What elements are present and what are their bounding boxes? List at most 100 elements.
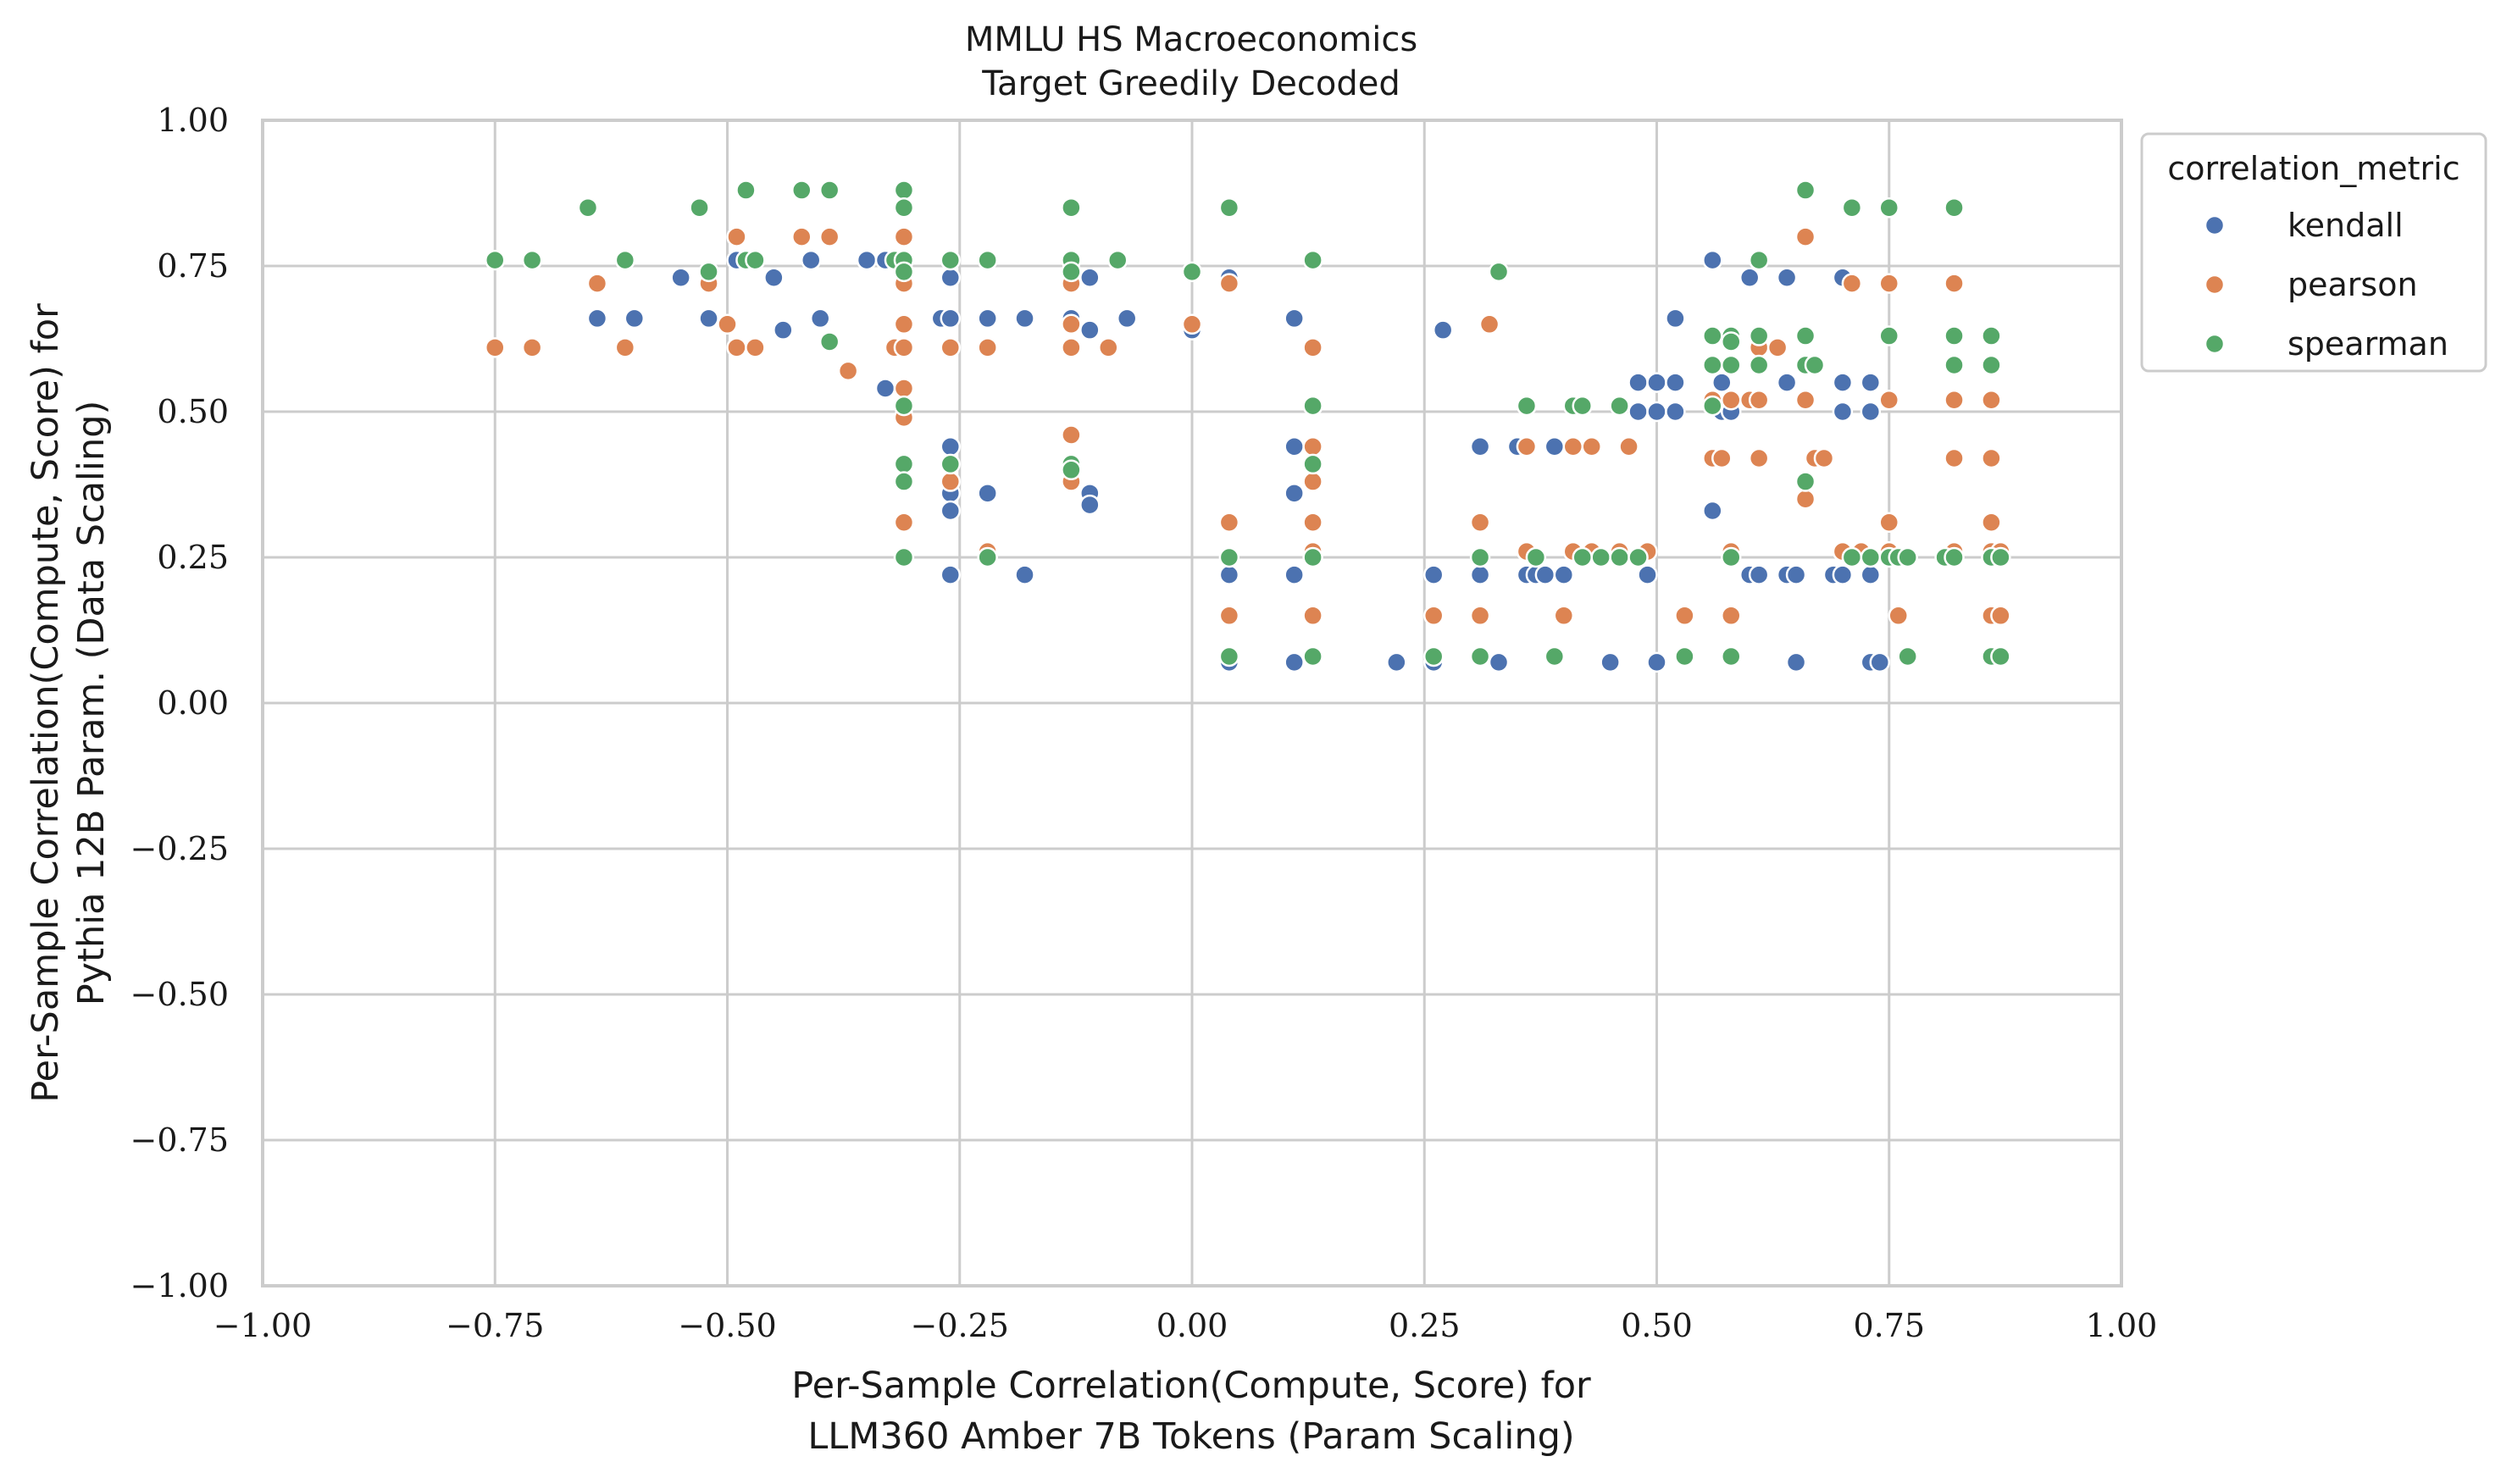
data-point-pearson (791, 226, 812, 247)
data-point-kendall (1628, 401, 1649, 423)
legend-marker-pearson (2204, 274, 2226, 296)
data-point-pearson (1516, 436, 1538, 457)
data-point-kendall (1544, 436, 1566, 457)
data-point-spearman (1469, 645, 1491, 667)
data-point-spearman (1572, 395, 1593, 417)
data-point-spearman (1944, 546, 1965, 568)
data-point-spearman (1702, 395, 1723, 417)
data-point-pearson (893, 512, 915, 533)
data-point-pearson (940, 337, 962, 358)
data-point-spearman (1218, 197, 1240, 219)
data-point-kendall (1860, 401, 1882, 423)
data-point-kendall (874, 378, 896, 399)
data-point-pearson (586, 273, 608, 294)
data-point-spearman (1674, 645, 1695, 667)
data-point-pearson (1981, 512, 2002, 533)
data-point-kendall (1776, 372, 1798, 393)
data-point-spearman (818, 331, 840, 352)
data-point-pearson (1944, 389, 1965, 411)
data-point-pearson (717, 313, 738, 335)
data-point-kendall (1284, 483, 1305, 504)
data-point-pearson (1721, 605, 1742, 627)
data-point-kendall (1646, 372, 1667, 393)
data-point-pearson (1181, 313, 1203, 335)
data-point-spearman (1794, 325, 1816, 346)
data-point-spearman (698, 261, 719, 283)
data-point-pearson (745, 337, 766, 358)
data-point-kendall (1488, 651, 1510, 673)
data-point-spearman (1702, 325, 1723, 346)
series-spearman (485, 180, 2011, 667)
data-point-spearman (1841, 546, 1863, 568)
data-point-kendall (800, 249, 822, 271)
y-tick-label: −1.00 (130, 1267, 229, 1304)
data-point-kendall (1469, 564, 1491, 585)
data-point-spearman (1525, 546, 1547, 568)
y-axis-label-line-2: Pythia 12B Param. (Data Scaling) (70, 401, 113, 1006)
x-tick-label: 0.00 (1156, 1307, 1228, 1344)
data-point-spearman (893, 395, 915, 417)
data-point-spearman (893, 471, 915, 492)
data-point-kendall (1079, 494, 1101, 516)
data-point-kendall (1665, 372, 1686, 393)
data-point-spearman (940, 249, 962, 271)
data-point-kendall (1116, 307, 1138, 329)
data-point-kendall (1284, 564, 1305, 585)
x-tick-label: 1.00 (2086, 1307, 2158, 1344)
data-point-kendall (1014, 564, 1035, 585)
data-point-kendall (1738, 267, 1761, 289)
data-point-kendall (586, 307, 608, 329)
data-point-pearson (1813, 447, 1835, 469)
x-axis-label-line-2: LLM360 Amber 7B Tokens (Param Scaling) (807, 1415, 1574, 1458)
data-point-pearson (1061, 313, 1082, 335)
data-point-kendall (940, 307, 962, 329)
data-point-kendall (1748, 564, 1770, 585)
x-tick-label: −0.75 (446, 1307, 544, 1344)
data-point-kendall (940, 564, 962, 585)
data-point-pearson (1981, 447, 2002, 469)
data-point-pearson (726, 226, 747, 247)
legend-label-spearman: spearman (2288, 325, 2448, 363)
data-point-pearson (1981, 389, 2002, 411)
data-point-kendall (1860, 372, 1882, 393)
data-point-spearman (1944, 354, 1965, 376)
data-point-kendall (1785, 651, 1807, 673)
data-point-spearman (1488, 261, 1510, 283)
data-point-spearman (1061, 197, 1082, 219)
data-point-spearman (1302, 453, 1323, 475)
data-point-kendall (1702, 249, 1723, 271)
data-point-spearman (735, 180, 757, 201)
y-tick-label: 0.50 (157, 393, 229, 430)
chart-subtitle: Target Greedily Decoded (981, 64, 1400, 103)
y-tick-label: 0.00 (157, 684, 229, 722)
data-point-spearman (1897, 645, 1918, 667)
data-point-pearson (1061, 424, 1082, 446)
data-point-spearman (893, 197, 915, 219)
data-point-pearson (1990, 605, 2011, 627)
data-point-pearson (614, 337, 636, 358)
y-tick-labels: −1.00 −0.75 −0.50 −0.25 0.00 0.25 0.50 0.75 1.00 (130, 102, 229, 1304)
data-point-spearman (1061, 459, 1082, 481)
data-point-kendall (1637, 564, 1658, 585)
data-point-spearman (1302, 249, 1323, 271)
data-point-pearson (1581, 436, 1602, 457)
data-point-kendall (1646, 651, 1667, 673)
data-point-spearman (977, 546, 998, 568)
data-point-pearson (1061, 337, 1082, 358)
data-point-kendall (1646, 401, 1667, 423)
data-point-pearson (1748, 389, 1770, 411)
data-point-kendall (1386, 651, 1407, 673)
data-point-spearman (1181, 261, 1203, 283)
data-point-spearman (1878, 197, 1899, 219)
data-point-spearman (1061, 261, 1082, 283)
data-point-kendall (940, 436, 962, 457)
data-point-kendall (773, 319, 794, 341)
data-point-spearman (1944, 197, 1965, 219)
data-point-pearson (1711, 447, 1733, 469)
y-tick-label: 1.00 (157, 102, 229, 139)
legend-box (2140, 132, 2487, 373)
data-point-kendall (1534, 564, 1556, 585)
data-point-pearson (893, 226, 915, 247)
data-point-pearson (485, 337, 506, 358)
data-point-kendall (1553, 564, 1575, 585)
